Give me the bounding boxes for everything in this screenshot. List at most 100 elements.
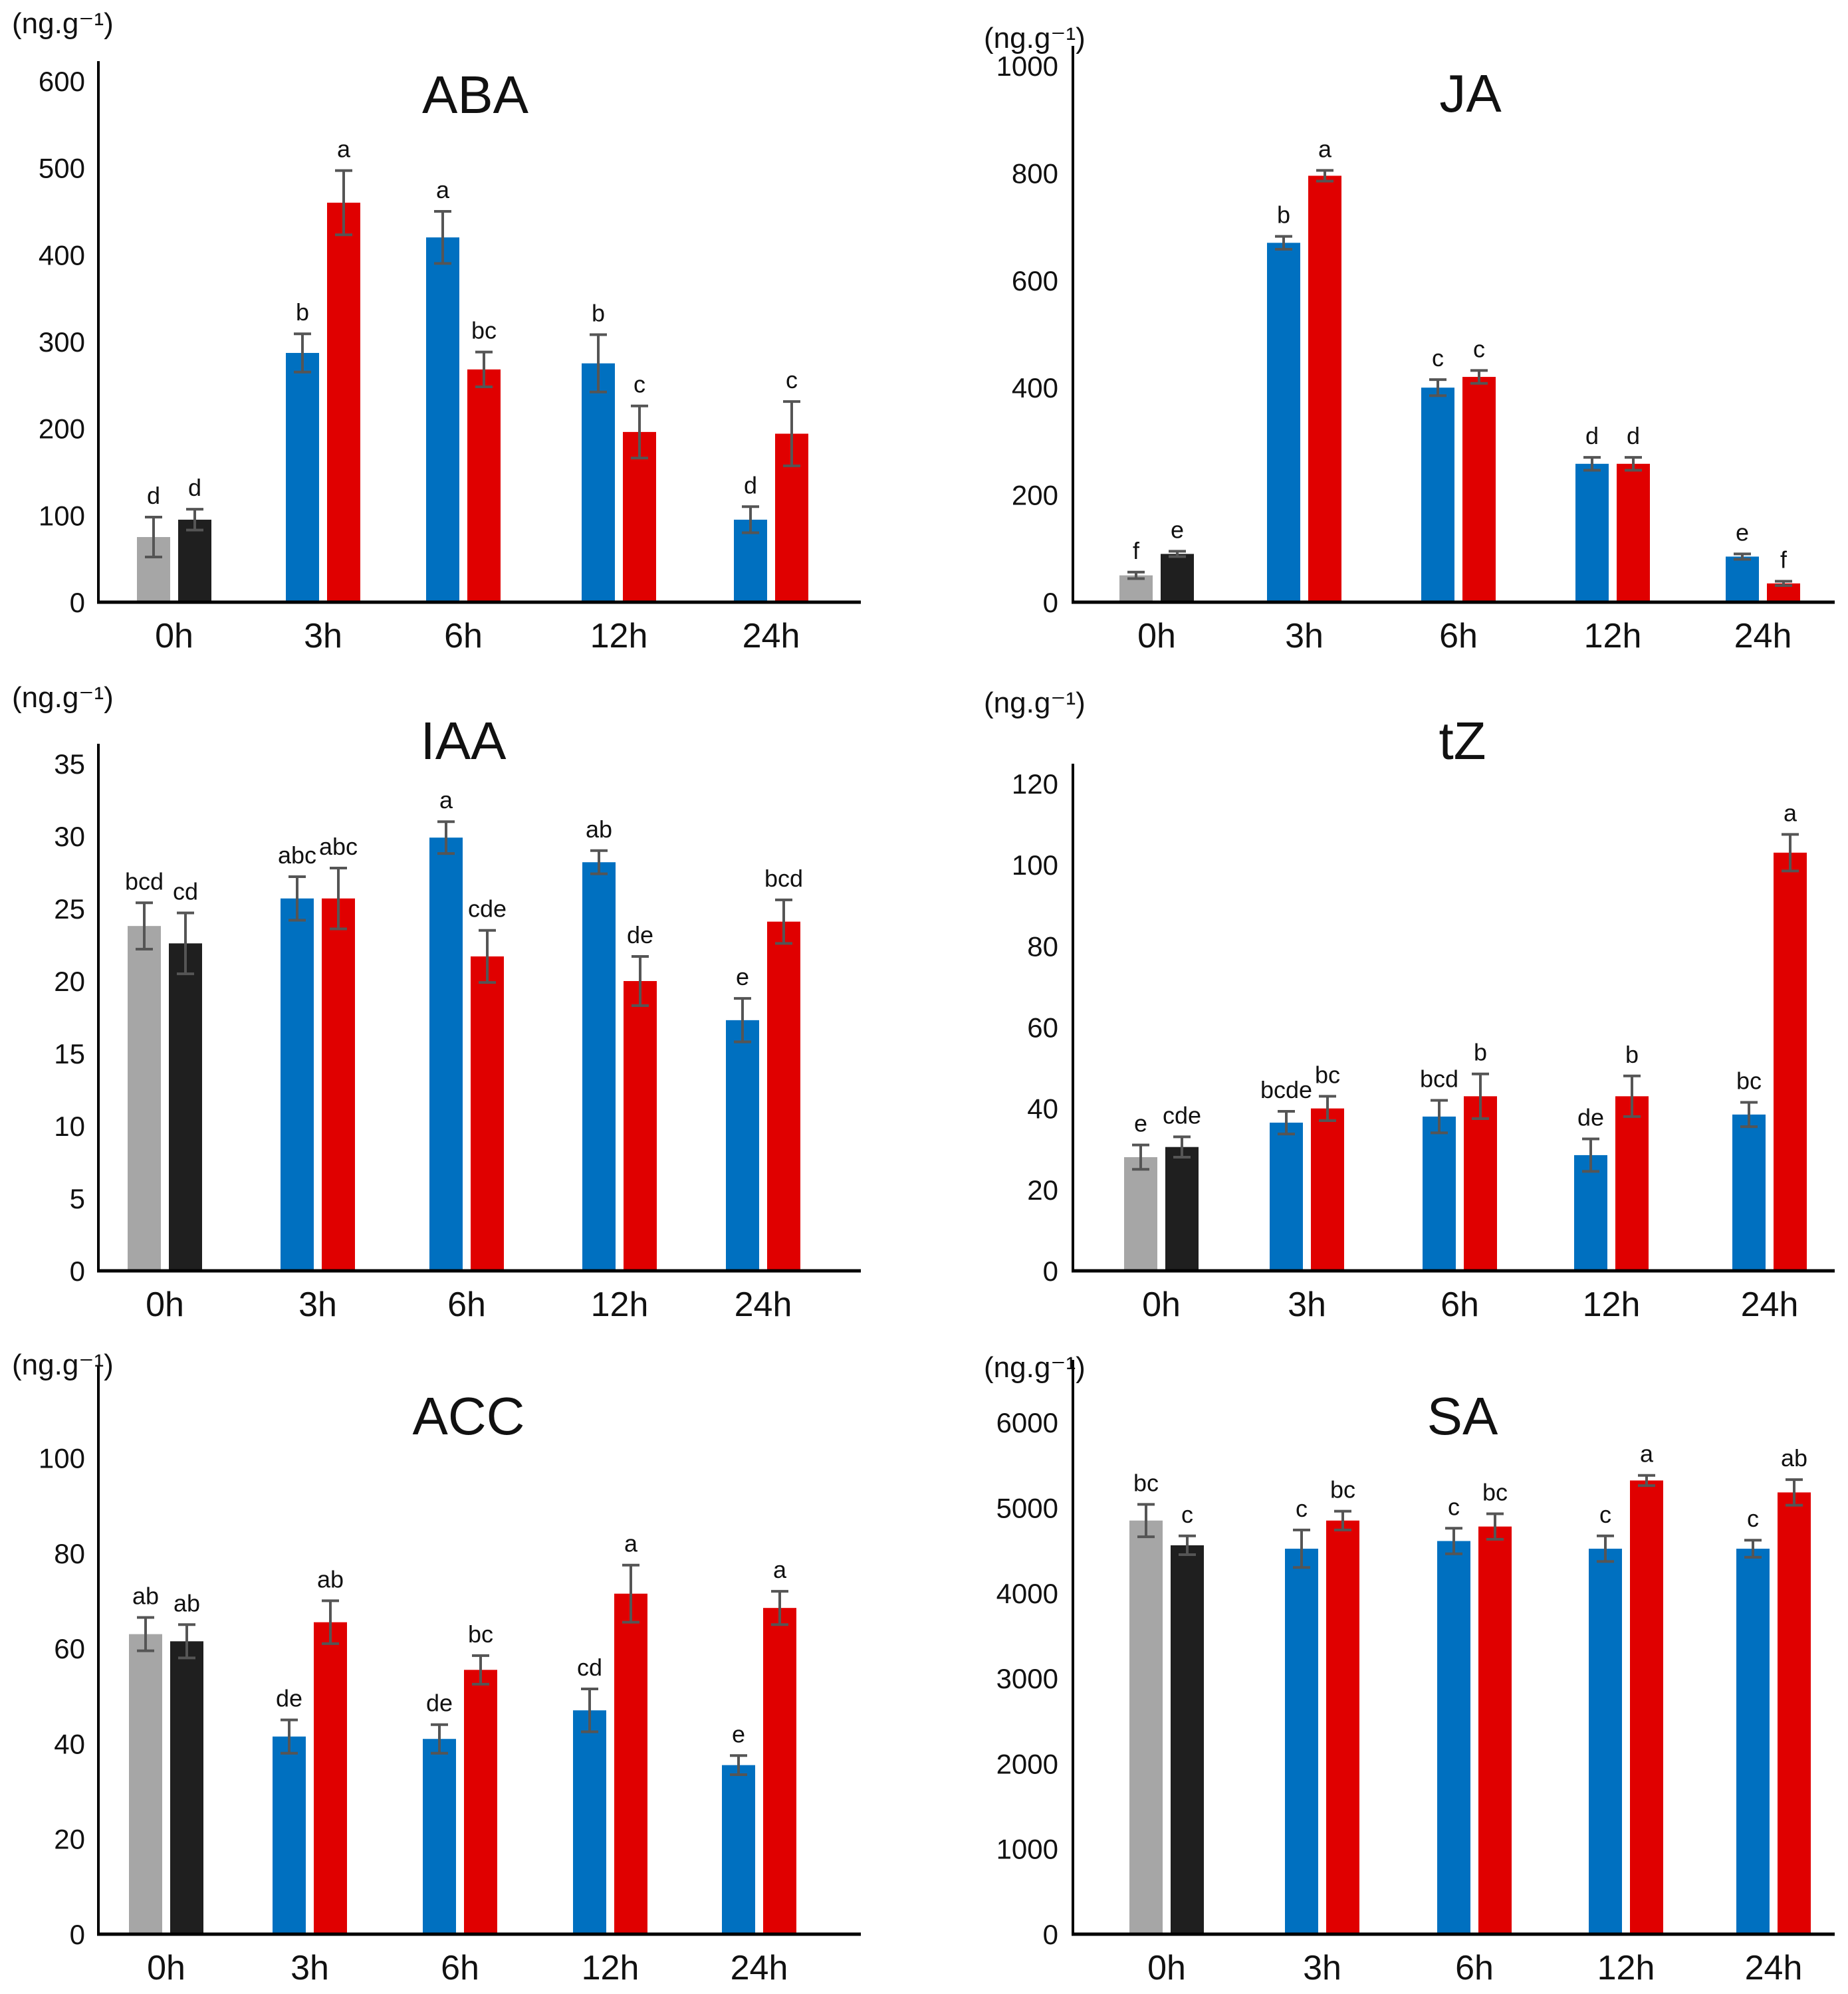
bar	[423, 1739, 456, 1934]
error-bar	[1775, 580, 1792, 587]
significance-letter: e	[1736, 518, 1749, 546]
y-tick-label: 100	[39, 1442, 85, 1474]
x-tick-label: 24h	[743, 617, 800, 655]
error-bar	[1127, 570, 1145, 580]
x-tick-label: 24h	[731, 1949, 788, 1987]
significance-letter: a	[439, 786, 453, 814]
error-bar	[330, 866, 347, 931]
y-tick-label: 200	[39, 413, 85, 445]
significance-letter: ab	[132, 1583, 159, 1610]
bar	[327, 202, 360, 602]
chart-panel-sa: (ng.g⁻¹)SA0100020003000400050006000bcc0h…	[984, 1351, 1835, 1987]
error-bar	[322, 1599, 339, 1645]
y-tick-label: 60	[54, 1633, 85, 1664]
error-bar	[622, 1563, 639, 1624]
x-tick-label: 6h	[441, 1949, 479, 1987]
significance-letter: de	[1577, 1103, 1604, 1131]
significance-letter: d	[744, 471, 757, 498]
bar	[1589, 1549, 1622, 1934]
y-tick-label: 300	[39, 326, 85, 358]
bar	[582, 862, 616, 1271]
x-tick-label: 24h	[1734, 617, 1792, 655]
bar	[1437, 1541, 1470, 1934]
y-tick-label: 60	[1027, 1012, 1058, 1044]
error-bar	[730, 1754, 747, 1776]
error-bar	[145, 515, 162, 559]
x-tick-label: 12h	[590, 617, 648, 655]
error-bar	[1275, 235, 1292, 251]
significance-letter: ab	[317, 1565, 344, 1593]
error-bar	[137, 1616, 154, 1652]
bar	[1736, 1549, 1770, 1934]
significance-letter: c	[634, 371, 645, 398]
bar	[1774, 852, 1807, 1271]
error-bar	[1470, 369, 1488, 385]
error-bar	[1431, 1099, 1448, 1135]
y-tick-label: 40	[54, 1728, 85, 1759]
error-bar	[1169, 550, 1186, 558]
y-tick-label: 1000	[996, 1834, 1058, 1865]
bar	[464, 1670, 497, 1934]
error-bar	[1582, 1137, 1599, 1173]
bar	[624, 981, 657, 1271]
chart-title: tZ	[1439, 711, 1486, 770]
error-bar	[1786, 1478, 1803, 1507]
significance-letter: e	[732, 1720, 745, 1747]
y-tick-label: 400	[39, 239, 85, 271]
significance-letter: bc	[1736, 1067, 1762, 1095]
y-unit-label: (ng.g⁻¹)	[984, 687, 1086, 719]
significance-letter: b	[296, 298, 309, 326]
significance-letter: bcde	[1260, 1076, 1312, 1103]
error-bar	[1132, 1143, 1149, 1171]
significance-letter: e	[1134, 1110, 1147, 1137]
bar	[573, 1710, 606, 1934]
error-bar	[186, 508, 203, 532]
error-bar	[1486, 1512, 1504, 1541]
significance-letter: a	[624, 1530, 638, 1557]
y-tick-label: 6000	[996, 1407, 1058, 1438]
bar	[1285, 1549, 1318, 1934]
x-tick-label: 6h	[1441, 1285, 1479, 1324]
y-unit-label: (ng.g⁻¹)	[984, 1351, 1086, 1384]
y-tick-label: 15	[54, 1038, 85, 1069]
error-bar	[1583, 456, 1601, 472]
significance-letter: cd	[173, 878, 198, 905]
y-tick-label: 0	[70, 1919, 85, 1950]
significance-letter: abc	[278, 841, 316, 869]
x-tick-label: 12h	[591, 1285, 649, 1324]
significance-letter: bc	[1482, 1478, 1508, 1505]
significance-letter: bc	[471, 317, 497, 344]
chart-title: IAA	[421, 711, 507, 770]
y-tick-label: 2000	[996, 1748, 1058, 1779]
significance-letter: bcd	[125, 867, 164, 895]
y-tick-label: 3000	[996, 1663, 1058, 1694]
significance-letter: bcd	[1420, 1065, 1458, 1092]
bar	[582, 363, 615, 602]
error-bar	[1740, 1101, 1758, 1129]
error-bar	[1278, 1109, 1295, 1136]
bar	[1421, 388, 1454, 602]
significance-letter: a	[1318, 135, 1332, 162]
x-tick-label: 12h	[1584, 617, 1642, 655]
y-tick-label: 20	[54, 966, 85, 997]
error-bar	[479, 929, 496, 984]
bar	[1464, 1096, 1497, 1271]
bar	[273, 1736, 306, 1934]
chart-title: JA	[1439, 64, 1502, 123]
chart-title: SA	[1427, 1386, 1498, 1446]
bar	[1726, 556, 1759, 602]
bar	[1617, 463, 1650, 602]
error-bar	[335, 169, 352, 237]
y-tick-label: 20	[54, 1824, 85, 1855]
error-bar	[590, 849, 608, 875]
x-tick-label: 0h	[1142, 1285, 1181, 1324]
x-tick-label: 3h	[1285, 617, 1324, 655]
significance-letter: e	[736, 963, 749, 990]
bar	[1308, 175, 1341, 602]
bar	[1270, 1123, 1303, 1271]
x-tick-label: 3h	[290, 1949, 329, 1987]
significance-letter: d	[147, 482, 160, 509]
bar	[1478, 1526, 1512, 1934]
y-tick-label: 120	[1012, 768, 1058, 800]
